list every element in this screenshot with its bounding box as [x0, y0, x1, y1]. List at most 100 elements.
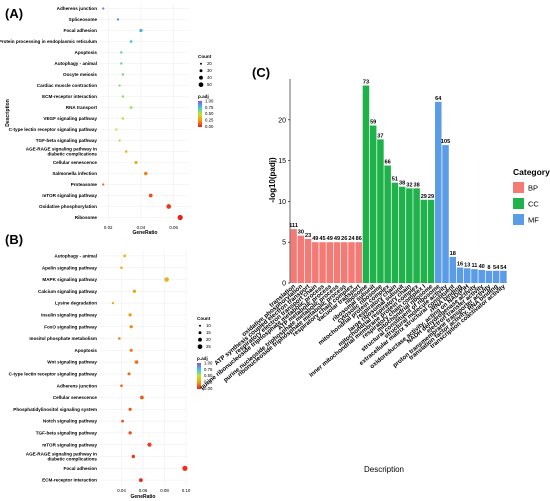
legend-padj-colorbar [197, 363, 201, 389]
x-axis-label-a: GeneRatio [132, 230, 157, 236]
data-point [128, 407, 132, 411]
legend-count-dot [198, 337, 202, 342]
data-point [121, 95, 125, 98]
term-label: Apoptosis [75, 348, 98, 353]
data-point [177, 214, 183, 221]
data-point [121, 419, 124, 423]
bar [485, 270, 493, 283]
bar [319, 242, 326, 283]
x-ticks-a: 0.02 0.04 0.06 [104, 225, 179, 230]
bar-value-label: 49 [327, 236, 333, 242]
term-label: C-type lectin receptor signaling pathway [9, 127, 98, 132]
legend-count-dot [199, 75, 203, 80]
dots-b [111, 254, 188, 482]
data-point [123, 254, 127, 258]
bar-value-label: 66 [385, 159, 391, 165]
term-label: Calcium signaling pathway [38, 289, 97, 294]
bar [413, 188, 420, 283]
legend-item-label: MF [528, 216, 539, 225]
x-axis-label-c: Description [364, 465, 404, 474]
bar [456, 267, 464, 283]
data-point [120, 62, 123, 65]
term-label: Insulin signaling pathway [41, 313, 97, 318]
bar [427, 199, 435, 283]
term-label: FoxO signaling pathway [44, 324, 97, 329]
legend-padj-colorbar [198, 101, 202, 127]
bar [442, 145, 449, 283]
bar-value-label: 32 [406, 182, 412, 188]
term-label: Focal adhesion [64, 466, 98, 471]
bar-value-label: 73 [363, 80, 369, 86]
data-point [138, 478, 143, 482]
term-label: Proteasome [71, 182, 98, 187]
legend-padj-label: 0.00 [205, 124, 214, 129]
term-label: Oxidative phosphorylation [39, 204, 97, 209]
bar [384, 165, 391, 283]
legend-c: Category BP CC MF [513, 167, 550, 225]
x-tick-label: 0.04 [117, 488, 126, 493]
x-tick-label: 0.02 [104, 225, 113, 230]
term-label: ECM-receptor interaction [42, 94, 97, 99]
bar [478, 269, 485, 283]
term-label: Adherens junction [57, 6, 98, 11]
panel-letter-c: (C) [252, 65, 270, 80]
data-point [134, 360, 139, 364]
bar [340, 242, 348, 283]
legend-title-c: Category [513, 167, 550, 177]
bar [304, 238, 312, 283]
legend-count-dot [199, 69, 203, 73]
term-label: Cardiac muscle contraction [37, 83, 97, 88]
legend-count-label: 10 [206, 323, 211, 328]
y-axis-label-c: -log10(padj) [268, 157, 277, 203]
data-point [134, 160, 138, 165]
y-tick-label: 20 [278, 117, 286, 124]
term-label: RNA transport [66, 105, 98, 110]
bar-value-label: 40 [479, 264, 485, 270]
x-tick-label: 0.10 [182, 488, 191, 493]
data-point [120, 384, 123, 388]
data-point [128, 313, 132, 317]
bar [391, 182, 399, 283]
data-point [127, 372, 131, 376]
term-label: Cellular senescence [53, 395, 98, 400]
bar [348, 242, 355, 283]
legend-padj-label: 0.50 [204, 373, 213, 378]
legend-swatch [513, 214, 524, 225]
term-labels-a: Adherens junction Spliceosome Focal adhesi… [0, 6, 97, 220]
data-point [102, 7, 105, 10]
legend-swatch [513, 182, 524, 193]
data-point [120, 51, 123, 54]
term-label: TGF-beta signaling pathway [36, 431, 98, 436]
legend-padj-label: 0.75 [204, 367, 213, 372]
legend-count-label: 15 [206, 330, 211, 335]
dotplot-b: Autophagy - animal Apelin signaling pathw… [9, 250, 213, 500]
legend-count-label: 30 [207, 68, 212, 73]
term-label: AGE-RAGE signaling pathway in diabetic co… [26, 452, 98, 462]
term-label: Adherens junction [57, 383, 98, 388]
term-label: Focal adhesion [64, 28, 98, 33]
y-tick-label: 5 [282, 240, 286, 247]
bar-value-label: 29 [428, 194, 434, 200]
legend-padj-label: 0.75 [205, 105, 214, 110]
bar-value-label: 23 [305, 233, 311, 239]
bar [297, 235, 305, 283]
data-point [147, 442, 152, 447]
term-label: Oocyte meiosis [63, 72, 97, 77]
bar [435, 101, 442, 284]
plot-area-a [100, 3, 190, 223]
data-point [129, 348, 133, 352]
term-label: Autophagy - animal [54, 61, 97, 66]
legend-padj-title: p.adj [198, 94, 209, 99]
legend-count-label: 40 [207, 75, 212, 80]
legend-count-title: Count [198, 54, 212, 59]
bar-value-label: 86 [356, 236, 362, 242]
legend-count-label: 50 [207, 82, 212, 87]
dots-a [102, 7, 183, 221]
legend-padj-label: 1.00 [204, 361, 213, 366]
bar-value-label: 37 [377, 133, 383, 139]
bar [377, 139, 384, 283]
term-label: TGF-beta signaling pathway [36, 138, 98, 143]
